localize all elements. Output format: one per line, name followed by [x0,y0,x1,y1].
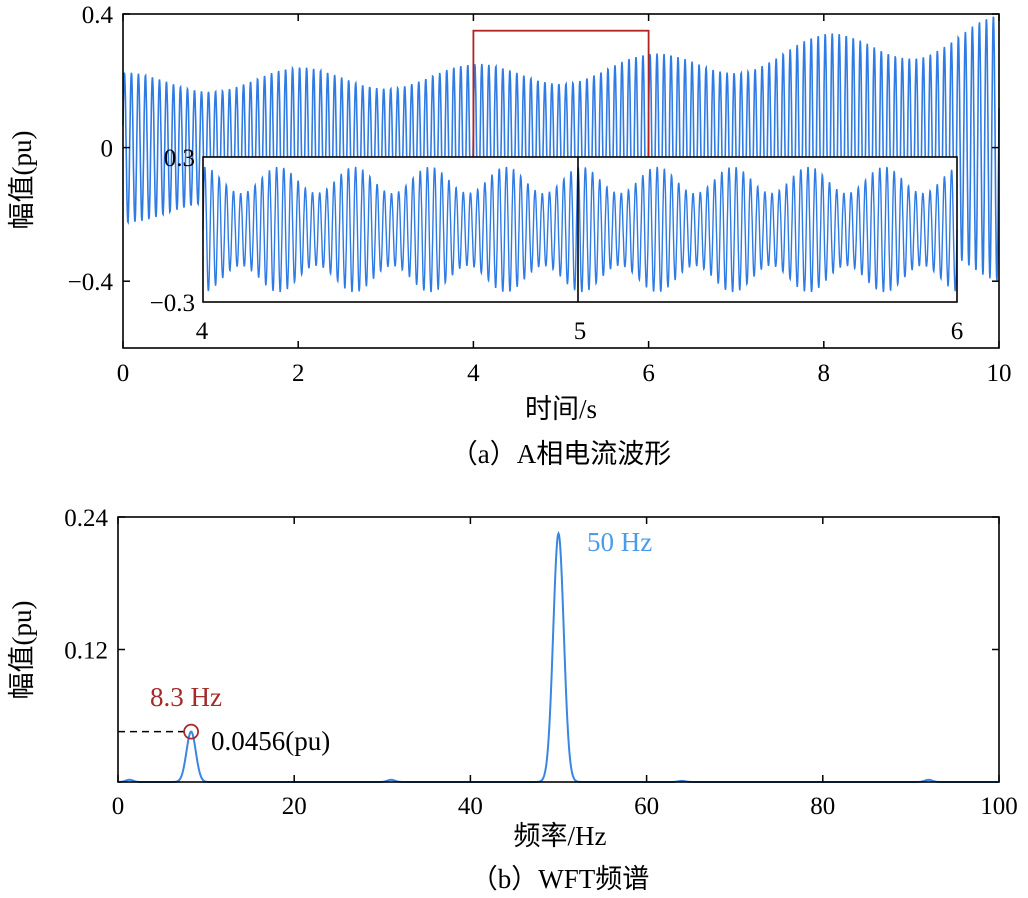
y-tick-label: 0 [101,136,114,163]
x-tick-label: 10 [987,360,1012,387]
y-tick-label: −0.4 [68,269,114,296]
inset-x-tick-label: 6 [951,318,964,345]
x-tick-label: 20 [282,793,307,820]
panel-a-caption: （a）A相电流波形 [451,439,671,469]
peak-high-label: 50 Hz [587,527,652,557]
panel-a-ticks: 0 2 4 6 8 10 0.4 0 −0.4 [68,2,1012,387]
panel-b-y-axis-label: 幅值(pu) [7,601,37,700]
inset-waveform-line [202,166,958,293]
inset-waveform-series [202,166,958,293]
x-tick-label: 80 [810,793,835,820]
panel-b-spectrum: 8.3 Hz 0.0456(pu) 50 Hz 0 20 40 60 80 100 0.24… [7,505,1018,894]
panel-a-axes-frame [122,13,1000,349]
peak-low-label: 8.3 Hz [150,682,222,712]
y-tick-label: 0.4 [82,2,114,29]
inset-y-tick-label: −0.3 [150,290,195,317]
x-tick-label: 4 [467,360,480,387]
inset-ticks: 4 5 6 0.3 −0.3 [150,145,964,345]
x-tick-label: 0 [112,793,125,820]
inset-frame [202,156,958,303]
panel-b-x-axis-label: 频率/Hz [514,821,607,851]
peak-low-value: 0.0456(pu) [211,726,330,756]
x-tick-label: 100 [980,793,1018,820]
inset-x-tick-label: 5 [574,318,587,345]
panel-a-x-axis-label: 时间/s [525,394,597,424]
y-tick-label: 0.24 [64,505,108,532]
x-tick-label: 8 [818,360,831,387]
panel-a-waveform: 4 5 6 0.3 −0.3 0 2 4 6 8 10 0.4 0 −0.4 时间/s 幅值(pu) （… [7,2,1012,469]
peak-marker-circle [183,723,200,740]
inset-y-tick-label: 0.3 [164,145,195,172]
x-tick-label: 2 [292,360,305,387]
inset-x-tick-label: 4 [196,318,209,345]
panel-b-caption: （b）WFT频谱 [471,864,650,894]
x-tick-label: 0 [117,360,130,387]
x-tick-label: 60 [634,793,659,820]
x-tick-label: 40 [458,793,483,820]
panel-b-ticks: 0 20 40 60 80 100 0.24 0.12 [64,505,1018,820]
panel-a-y-axis-label: 幅值(pu) [7,131,37,230]
y-tick-label: 0.12 [64,638,108,665]
x-tick-label: 6 [642,360,655,387]
